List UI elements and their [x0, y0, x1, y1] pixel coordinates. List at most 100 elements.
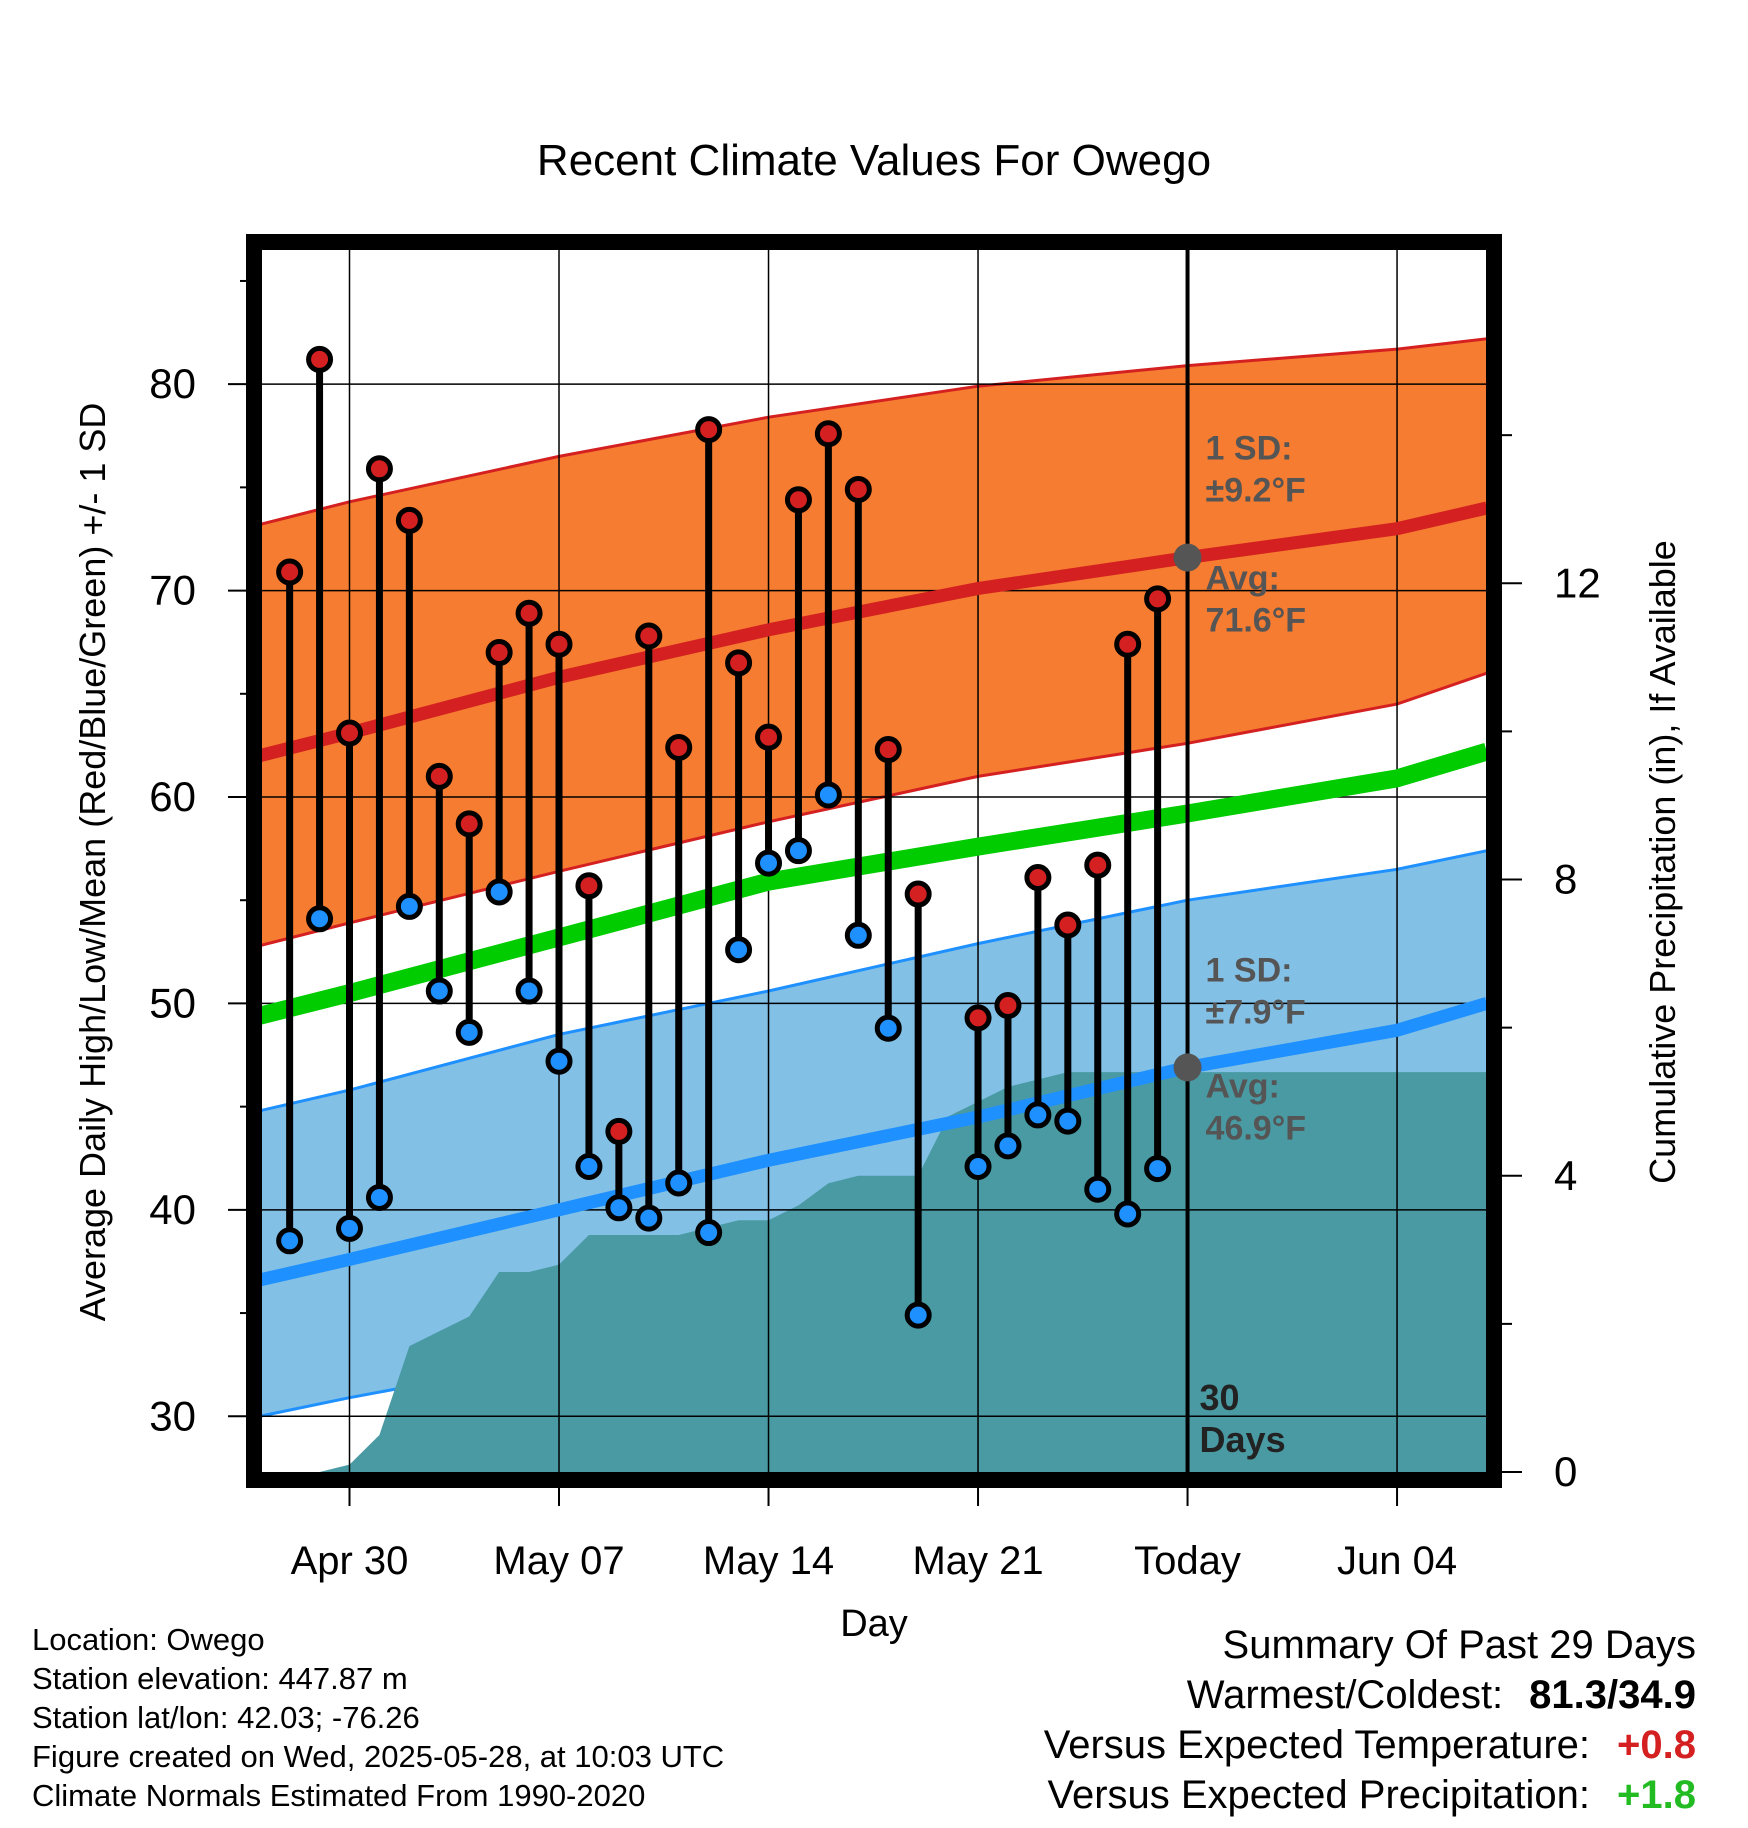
- y-tick-label: 80: [149, 360, 196, 407]
- y2-tick-label: 0: [1554, 1448, 1577, 1495]
- daily-low-point: [395, 892, 423, 920]
- high-sd-upper-edge: [262, 337, 1486, 526]
- daily-high-point: [725, 649, 753, 677]
- daily-high-point: [874, 736, 902, 764]
- daily-high-point: [964, 1004, 992, 1032]
- station-latlon: Station lat/lon: 42.03; -76.26: [32, 1700, 420, 1735]
- daily-low-point: [665, 1169, 693, 1197]
- daily-high-point: [455, 810, 483, 838]
- daily-low-point: [515, 977, 543, 1005]
- summary-precip-row: Versus Expected Precipitation: +1.8: [1044, 1770, 1696, 1820]
- daily-high-point: [605, 1117, 633, 1145]
- daily-low-point: [874, 1014, 902, 1042]
- daily-low-point: [1114, 1200, 1142, 1228]
- daily-high-point: [755, 723, 783, 751]
- mean-avg-line: [262, 742, 1486, 1025]
- low-avg-label: Avg:: [1206, 1067, 1280, 1105]
- summary-warmest-row: Warmest/Coldest: 81.3/34.9: [1044, 1670, 1696, 1720]
- temp-anomaly-label: Versus Expected Temperature:: [1043, 1723, 1590, 1767]
- y2-tick-label: 4: [1554, 1152, 1577, 1199]
- daily-low-point: [276, 1227, 304, 1255]
- daily-low-point: [994, 1132, 1022, 1160]
- y-tick-label: 70: [149, 567, 196, 614]
- daily-high-point: [844, 475, 872, 503]
- daily-low-point: [1054, 1107, 1082, 1135]
- daily-high-point: [784, 486, 812, 514]
- y-tick-label: 50: [149, 979, 196, 1026]
- y2-tick-label: 8: [1554, 856, 1577, 903]
- daily-low-point: [844, 921, 872, 949]
- temp-anomaly-value: +0.8: [1617, 1723, 1696, 1767]
- x-tick-label: Apr 30: [291, 1539, 409, 1583]
- station-elevation: Station elevation: 447.87 m: [32, 1661, 408, 1696]
- today-low-avg-marker: [1173, 1053, 1202, 1082]
- daily-high-point: [575, 872, 603, 900]
- daily-low-point: [755, 849, 783, 877]
- x-tick-label: May 21: [912, 1539, 1043, 1583]
- figure-created: Figure created on Wed, 2025-05-28, at 10…: [32, 1739, 725, 1774]
- x-tick-label: Jun 04: [1337, 1539, 1457, 1583]
- daily-high-point: [1024, 864, 1052, 892]
- warmest-value: 81.3/34.9: [1529, 1673, 1696, 1717]
- summary-block: Summary Of Past 29 Days Warmest/Coldest:…: [1044, 1620, 1696, 1820]
- daily-high-point: [425, 762, 453, 790]
- y2-axis-label: Cumulative Precipitation (in), If Availa…: [1642, 540, 1683, 1184]
- daily-high-point: [814, 420, 842, 448]
- today-label-unit: Days: [1200, 1419, 1286, 1460]
- low-avg-line: [262, 997, 1486, 1287]
- chart-title: Recent Climate Values For Owego: [537, 136, 1211, 185]
- daily-high-point: [994, 991, 1022, 1019]
- daily-low-point: [964, 1153, 992, 1180]
- plot-area: [262, 250, 1486, 1472]
- high-sd-value: ±9.2°F: [1206, 472, 1306, 510]
- low-sd-label: 1 SD:: [1206, 951, 1293, 989]
- summary-temp-row: Versus Expected Temperature: +0.8: [1044, 1720, 1696, 1770]
- daily-low-point: [485, 878, 513, 906]
- daily-low-point: [695, 1219, 723, 1247]
- y2-tick-label: 12: [1554, 559, 1601, 606]
- y-tick-label: 30: [149, 1392, 196, 1439]
- low-sd-value: ±7.9°F: [1206, 993, 1306, 1031]
- daily-high-point: [665, 733, 693, 761]
- high-sd-label: 1 SD:: [1206, 430, 1293, 468]
- daily-high-point: [336, 719, 363, 747]
- precip-anomaly-label: Versus Expected Precipitation:: [1047, 1773, 1590, 1817]
- x-tick-label: May 14: [703, 1539, 834, 1583]
- x-axis-label: Day: [840, 1603, 908, 1645]
- daily-low-point: [1144, 1155, 1172, 1183]
- overlay-layer: 1 SD: ±9.2°F Avg: 71.6°F 1 SD: ±7.9°F Avg: 46.9…: [276, 250, 1307, 1472]
- today-label-number: 30: [1200, 1377, 1240, 1418]
- location-name: Location: Owego: [32, 1622, 265, 1657]
- daily-high-point: [1084, 851, 1112, 879]
- daily-low-point: [635, 1204, 663, 1232]
- normals-note: Climate Normals Estimated From 1990-2020: [32, 1778, 646, 1813]
- today-high-avg-marker: [1173, 543, 1202, 572]
- daily-low-point: [455, 1018, 483, 1046]
- high-avg-label: Avg:: [1206, 560, 1280, 598]
- daily-high-point: [365, 455, 393, 483]
- daily-high-point: [545, 630, 573, 658]
- high-avg-value: 71.6°F: [1206, 602, 1307, 640]
- x-tick-label: May 07: [493, 1539, 624, 1583]
- high-sd-band: [262, 338, 1486, 946]
- station-info: Location: Owego Station elevation: 447.8…: [32, 1620, 724, 1815]
- daily-low-point: [904, 1301, 932, 1329]
- daily-high-point: [515, 599, 543, 627]
- daily-low-point: [545, 1047, 573, 1075]
- daily-low-point: [784, 837, 812, 865]
- y-axis-label: Average Daily High/Low/Mean (Red/Blue/Gr…: [72, 403, 113, 1322]
- daily-high-point: [1054, 911, 1082, 939]
- daily-low-point: [725, 936, 753, 964]
- high-sd-lower-edge: [262, 671, 1486, 947]
- daily-high-point: [395, 506, 423, 534]
- plot-frame: [246, 234, 1502, 1488]
- daily-high-point: [276, 558, 304, 586]
- low-avg-value: 46.9°F: [1206, 1109, 1307, 1147]
- daily-high-point: [1114, 630, 1142, 658]
- daily-low-point: [336, 1214, 363, 1242]
- daily-high-point: [695, 416, 723, 444]
- y-tick-label: 40: [149, 1186, 196, 1233]
- daily-high-point: [1144, 585, 1172, 613]
- daily-low-point: [814, 781, 842, 809]
- daily-low-point: [306, 905, 334, 933]
